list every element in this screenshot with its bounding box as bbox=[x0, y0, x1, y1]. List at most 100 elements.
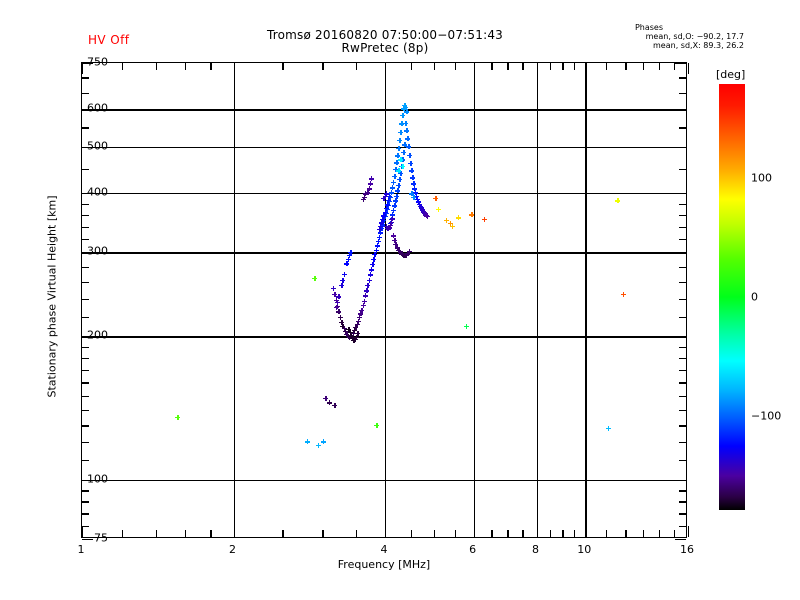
x-minor-tick bbox=[673, 530, 676, 537]
y-minor-tick bbox=[82, 282, 89, 284]
x-major-tick bbox=[385, 526, 387, 537]
data-point bbox=[375, 238, 381, 244]
y-minor-tick bbox=[82, 346, 89, 349]
y-minor-tick bbox=[82, 382, 89, 384]
x-gridline bbox=[233, 63, 235, 537]
y-major-tick bbox=[675, 252, 686, 254]
data-point bbox=[411, 194, 417, 200]
y-major-tick bbox=[675, 192, 686, 195]
data-point bbox=[326, 400, 332, 406]
y-minor-tick bbox=[679, 525, 686, 528]
data-point bbox=[390, 185, 396, 191]
data-point bbox=[386, 225, 392, 231]
colorbar-unit-label: [deg] bbox=[716, 68, 746, 81]
y-minor-tick bbox=[679, 77, 686, 79]
plot-area bbox=[81, 62, 690, 541]
x-minor-tick bbox=[121, 63, 124, 70]
y-minor-tick bbox=[82, 525, 89, 528]
data-point bbox=[335, 303, 341, 309]
y-minor-tick bbox=[82, 168, 89, 170]
y-tick-label: 500 bbox=[87, 139, 108, 153]
y-minor-tick bbox=[82, 425, 89, 427]
y-minor-tick bbox=[82, 358, 89, 360]
data-point bbox=[392, 237, 398, 243]
data-point bbox=[403, 104, 409, 110]
data-point bbox=[344, 261, 350, 267]
y-minor-tick bbox=[679, 395, 686, 398]
data-point bbox=[390, 216, 396, 222]
data-point bbox=[361, 298, 367, 304]
x-minor-tick bbox=[549, 63, 552, 70]
data-point bbox=[412, 186, 418, 192]
data-point bbox=[336, 309, 342, 315]
data-point bbox=[620, 291, 626, 297]
y-tick-label: 100 bbox=[87, 472, 108, 486]
data-point bbox=[469, 212, 475, 218]
y-minor-tick bbox=[82, 369, 89, 372]
data-point bbox=[448, 221, 454, 227]
data-point bbox=[363, 293, 369, 299]
x-minor-tick bbox=[282, 63, 284, 70]
x-minor-tick bbox=[454, 63, 456, 70]
y-minor-tick bbox=[679, 127, 686, 129]
y-major-tick bbox=[82, 192, 93, 195]
data-point bbox=[398, 170, 404, 176]
data-point bbox=[402, 102, 408, 108]
y-gridline bbox=[82, 336, 686, 338]
data-point bbox=[353, 334, 359, 340]
data-point bbox=[386, 193, 392, 199]
x-minor-tick bbox=[322, 63, 324, 70]
y-minor-tick bbox=[679, 266, 686, 269]
x-minor-tick bbox=[184, 530, 187, 537]
y-major-tick bbox=[675, 63, 686, 65]
data-point bbox=[360, 303, 366, 309]
data-point bbox=[391, 179, 397, 185]
data-point bbox=[394, 245, 400, 251]
data-point bbox=[420, 208, 426, 214]
data-point bbox=[400, 163, 406, 169]
data-point bbox=[405, 251, 411, 257]
x-minor-tick bbox=[673, 63, 676, 70]
data-point bbox=[341, 325, 347, 331]
x-gridline bbox=[585, 63, 587, 537]
data-point bbox=[394, 160, 400, 166]
data-point bbox=[336, 294, 342, 300]
data-point bbox=[415, 199, 421, 205]
data-point bbox=[304, 439, 310, 445]
x-minor-tick bbox=[507, 530, 509, 537]
y-gridline bbox=[82, 146, 686, 149]
data-point bbox=[346, 252, 352, 258]
data-point bbox=[399, 121, 405, 127]
y-minor-tick bbox=[679, 92, 686, 94]
data-point bbox=[337, 314, 343, 320]
data-point bbox=[333, 304, 339, 310]
data-point bbox=[358, 311, 364, 317]
colorbar-tick-label: −100 bbox=[751, 409, 782, 423]
data-point bbox=[347, 329, 353, 335]
x-minor-tick bbox=[574, 63, 576, 70]
x-major-tick bbox=[585, 526, 587, 537]
x-major-tick bbox=[536, 526, 538, 537]
data-point bbox=[404, 109, 410, 115]
x-minor-tick bbox=[210, 63, 212, 70]
x-minor-tick bbox=[184, 63, 187, 70]
data-point bbox=[346, 334, 352, 340]
data-point bbox=[384, 202, 390, 208]
phase-statistics-heading: Phases bbox=[634, 23, 664, 32]
data-point bbox=[393, 241, 399, 247]
data-point bbox=[321, 439, 327, 445]
data-point bbox=[379, 220, 385, 226]
data-point bbox=[393, 198, 399, 204]
y-minor-tick bbox=[679, 214, 686, 217]
plot-title-line2: RwPretec (8p) bbox=[341, 41, 429, 55]
y-major-tick bbox=[82, 109, 93, 111]
data-point bbox=[396, 182, 402, 188]
data-point bbox=[403, 120, 409, 126]
y-minor-tick bbox=[82, 441, 89, 444]
x-minor-tick bbox=[433, 63, 436, 70]
data-point bbox=[367, 181, 373, 187]
x-gridline bbox=[473, 63, 475, 537]
y-minor-tick bbox=[679, 282, 686, 284]
data-point bbox=[400, 252, 406, 258]
plot-title-line1: Tromsø 20160820 07:50:00−07:51:43 bbox=[266, 28, 503, 42]
